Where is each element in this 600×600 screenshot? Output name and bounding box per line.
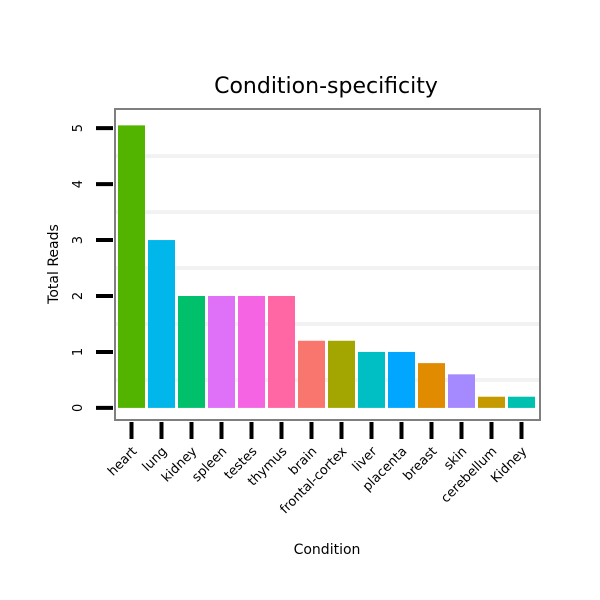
y-tick-label: 4	[71, 180, 86, 188]
x-tick-label: breast	[401, 444, 441, 484]
bar-cerebellum	[478, 396, 505, 408]
bar-lung	[148, 240, 175, 408]
y-tick-label: 5	[71, 124, 86, 132]
chart-title: Condition-specificity	[214, 74, 438, 99]
bar-heart	[118, 125, 145, 408]
bar-kidney	[178, 295, 205, 408]
bar-breast	[418, 363, 445, 408]
y-axis-title: Total Reads	[46, 224, 62, 305]
x-tick-label: heart	[105, 444, 140, 479]
x-axis-title: Condition	[294, 542, 361, 558]
bar-testes	[238, 295, 265, 408]
bar-frontal-cortex	[328, 340, 355, 408]
bar-brain	[298, 340, 325, 408]
x-axis: heart lungkidneyspleentestesthymusbrainfr…	[105, 422, 531, 517]
y-tick-label: 0	[71, 404, 86, 412]
bar-kidney	[508, 396, 535, 408]
y-tick-label: 2	[71, 292, 86, 300]
bars	[118, 125, 535, 408]
bar-skin	[448, 374, 475, 408]
bar-spleen	[208, 295, 235, 408]
y-tick-label: 1	[71, 348, 86, 356]
y-tick-label: 3	[71, 236, 86, 244]
bar-thymus	[268, 295, 295, 408]
y-axis: 0 1 2 3 4 5	[71, 124, 113, 412]
bar-liver	[358, 351, 385, 408]
bar-placenta	[388, 351, 415, 408]
